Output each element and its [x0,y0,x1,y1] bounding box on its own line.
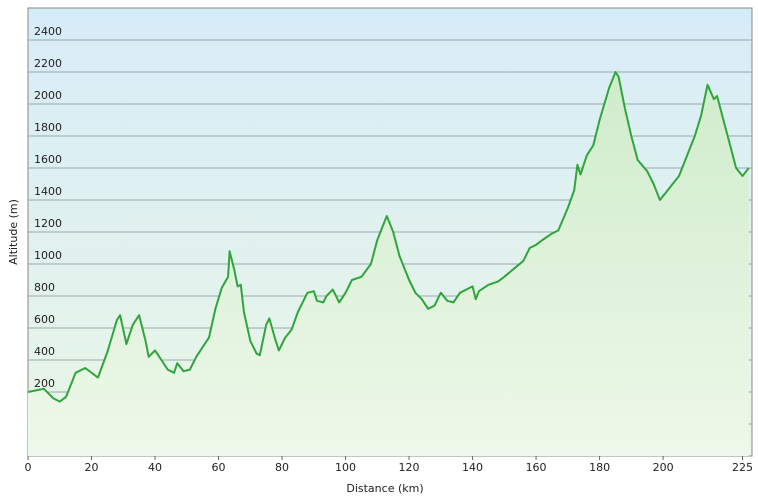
x-tick-label: 80 [275,461,289,474]
y-tick-label: 2200 [34,57,62,70]
y-tick-label: 1000 [34,249,62,262]
elevation-line [27,71,750,403]
y-tick-label: 1800 [34,121,62,134]
x-tick-label: 120 [399,461,420,474]
x-tick-label: 200 [653,461,674,474]
x-tick-label: 180 [589,461,610,474]
y-tick-label: 1200 [34,217,62,230]
y-tick-label: 800 [34,281,55,294]
y-tick-label: 400 [34,345,55,358]
x-tick-label: 60 [212,461,226,474]
x-tick-label: 20 [85,461,99,474]
x-tick-label: 0 [25,461,32,474]
y-tick-label: 200 [34,377,55,390]
y-axis-title: Altitude (m) [7,199,20,265]
y-tick-label: 1600 [34,153,62,166]
area-fill [28,72,749,456]
x-tick-label: 225 [732,461,753,474]
x-tick-label: 160 [526,461,547,474]
x-tick-label: 100 [335,461,356,474]
y-tick-label: 600 [34,313,55,326]
y-tick-label: 2400 [34,25,62,38]
x-tick-label: 40 [148,461,162,474]
x-tick-label: 140 [462,461,483,474]
y-tick-label: 1400 [34,185,62,198]
x-axis-title: Distance (km) [346,482,423,495]
y-tick-label: 2000 [34,89,62,102]
